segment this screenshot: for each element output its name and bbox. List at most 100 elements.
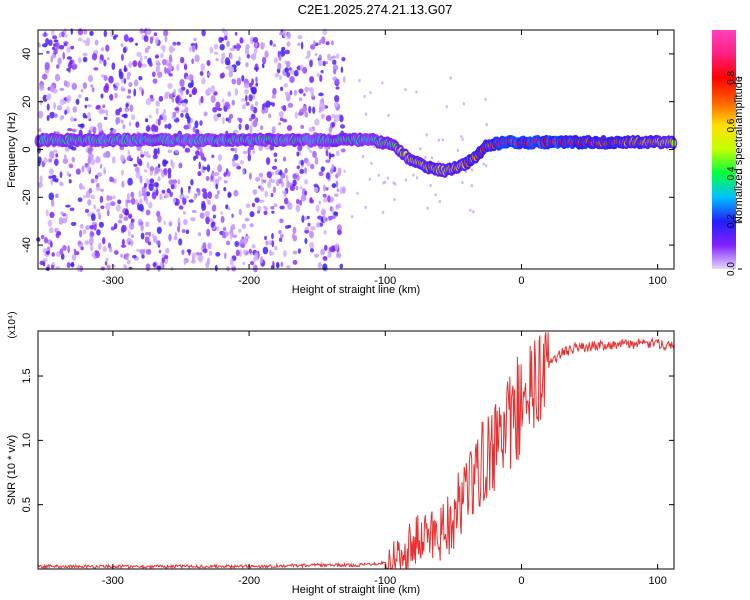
spectrogram-noise-cell [155,188,159,196]
spectrogram-noise-cell [220,211,224,216]
spectrogram-noise-cell [147,241,152,246]
spectrogram-noise-cell [192,126,196,133]
spectrogram-noise-cell [284,49,290,55]
spectrogram-noise-cell [52,35,58,40]
spectrogram-noise-cell [37,156,42,164]
spectrogram-noise-cell [118,213,124,219]
spectrogram-noise-cell [66,56,73,60]
spectrogram-noise-cell [325,41,330,46]
spectrogram-noise-cell [273,57,278,64]
spectrogram-noise-cell [387,113,390,117]
snr-y-label: SNR (10 * v/v) [6,435,18,505]
spectrogram-noise-cell [311,93,315,98]
spectrogram-noise-cell [127,63,132,67]
snr-series-line [37,332,675,570]
spectrogram-noise-cell [182,197,187,205]
spectrogram-noise-cell [328,216,333,221]
spectrogram-noise-cell [245,203,251,209]
spectrogram-noise-cell [310,225,316,231]
spectrogram-noise-cell [88,236,94,245]
spectrogram-noise-cell [55,232,60,239]
spectrogram-noise-cell [211,172,217,177]
spectrogram-noise-cell [203,157,207,162]
spectrogram-noise-cell [188,199,194,203]
y-tick-label: 1.0 [21,433,33,448]
snr-y-ticks: 0.5 1.0 1.5 [21,368,674,512]
spectrogram-noise-cell [128,213,133,219]
spectrogram-noise-cell [84,96,89,102]
spectrogram-noise-cell [201,188,207,193]
spectrogram-noise-cell [136,248,141,253]
spectrogram-noise-cell [126,193,130,201]
spectrogram-noise-cell [44,62,50,70]
spectrogram-noise-cell [157,176,161,182]
spectrogram-noise-cell [46,115,50,121]
spectrogram-noise-cell [55,228,60,232]
spectrogram-noise-cell [247,153,252,162]
spectrogram-noise-cell [214,194,219,200]
spectrogram-noise-cell [320,113,325,119]
spectrogram-noise-cell [135,171,141,179]
spectrogram-noise-cell [251,52,257,61]
spectrogram-noise-cell [304,237,308,245]
spectrogram-noise-cell [322,263,328,271]
spectrogram-noise-cell [130,234,134,238]
spectrogram-noise-cell [53,158,59,166]
spectrogram-noise-cell [87,112,91,120]
spectrogram-noise-cell [234,147,238,154]
spectrogram-noise-cell [261,63,265,69]
spectrogram-noise-cell [53,113,58,118]
spectrogram-noise-cell [242,150,248,155]
spectrogram-noise-cell [386,176,390,180]
spectrogram-noise-cell [438,199,442,204]
spectrogram-noise-cell [143,151,147,157]
spectrogram-noise-cell [157,163,161,168]
spectrogram-noise-cell [80,123,85,128]
spectrogram-noise-cell [199,70,204,77]
spectrogram-noise-cell [133,88,137,97]
spectrogram-noise-cell [207,242,212,250]
spectrogram-noise-cell [370,161,373,165]
spectrogram-noise-cell [140,224,144,232]
spectrogram-noise-cell [327,195,331,203]
spectrogram-noise-cell [113,222,118,230]
spectrogram-noise-cell [105,44,110,52]
spectrogram-noise-cell [191,58,194,65]
spectrogram-noise-cell [78,229,83,238]
spectrogram-noise-cell [67,61,73,69]
spectrogram-noise-cell [350,215,354,219]
spectrogram-noise-cell [71,82,78,91]
spectrogram-noise-cell [333,101,339,108]
spectrogram-noise-cell [234,31,238,36]
spectrogram-noise-cell [331,40,334,46]
spectrogram-noise-cell [59,87,65,91]
spectrogram-noise-cell [106,57,110,61]
spectrogram-noise-cell [358,78,361,83]
spectrogram-noise-cell [187,82,193,89]
spectrogram-noise-cell [85,225,90,231]
spectrogram-noise-cell [106,194,110,202]
spectrogram-noise-cell [48,168,55,175]
spectrogram-noise-cell [273,203,278,208]
spectrogram-noise-cell [139,175,143,184]
spectrogram-noise-cell [303,92,306,97]
spectrogram-noise-cell [55,153,59,158]
spectrogram-noise-cell [71,63,78,70]
spectrogram-noise-cell [426,206,429,210]
spectrogram-noise-cell [77,264,81,273]
spectrogram-noise-cell [56,105,63,111]
spectrogram-noise-cell [251,78,254,86]
spectrogram-plot-area [38,30,674,269]
spectrogram-noise-cell [98,214,101,220]
spectrogram-noise-cell [103,166,106,175]
spectrogram-noise-cell [57,57,62,65]
spectrogram-noise-cell [404,178,408,182]
spectrogram-noise-cell [255,176,261,182]
spectrogram-noise-cell [99,195,104,203]
spectrogram-noise-cell [136,156,140,164]
spectrogram-noise-cell [254,197,260,203]
x-tick-label: 0 [518,575,524,587]
spectrogram-noise-cell [282,105,287,112]
spectrogram-noise-cell [90,244,94,252]
spectrogram-noise-cell [184,147,191,153]
